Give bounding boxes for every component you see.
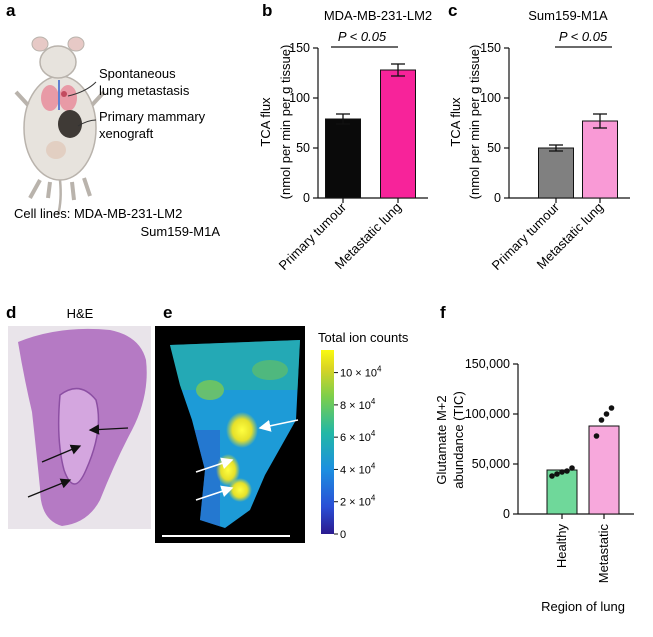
arrow — [88, 424, 129, 435]
panel-letter-c: c — [448, 1, 457, 20]
chart-c-ylabel-line2: (nmol per min per g tissue) — [467, 45, 482, 200]
chart-c: c Sum159-M1A TCA flux (nmol per min per … — [448, 1, 630, 273]
data-point — [559, 469, 565, 475]
data-point — [554, 471, 560, 477]
y-tick-label: 150,000 — [465, 357, 510, 371]
panel-d-title: H&E — [67, 306, 94, 321]
y-tick-label: 100 — [289, 91, 310, 105]
colorbar-tick-label: 2 × 104 — [340, 494, 376, 509]
label-primary-mammary: Primary mammary — [99, 109, 206, 124]
y-tick-label: 100,000 — [465, 407, 510, 421]
colorbar-tick-label: 0 — [340, 529, 346, 541]
bar — [538, 147, 574, 199]
y-tick-label: 50 — [487, 141, 501, 155]
data-point — [598, 417, 605, 423]
chart-f: f Glutamate M+2 abundance (TIC) Region o… — [434, 303, 634, 614]
data-point — [564, 468, 570, 474]
y-tick-label: 50,000 — [472, 457, 510, 471]
panel-letter-f: f — [440, 303, 446, 322]
chart-f-xlabel: Region of lung — [541, 599, 625, 614]
colorbar-tick-label: 6 × 104 — [340, 429, 376, 444]
arrow — [41, 444, 82, 463]
data-point — [593, 433, 600, 439]
arrow — [195, 457, 234, 473]
colorbar-tick-label: 8 × 104 — [340, 397, 376, 412]
chart-b-title: MDA-MB-231-LM2 — [324, 8, 432, 23]
y-tick-label: 100 — [480, 91, 501, 105]
mouse-illustration — [14, 36, 106, 216]
panel-letter-b: b — [262, 1, 272, 20]
chart-b-annotation: P < 0.05 — [338, 29, 387, 44]
y-tick-label: 0 — [503, 507, 510, 521]
chart-f-ylabel-line1: Glutamate M+2 — [434, 395, 449, 484]
chart-c-annotation: P < 0.05 — [559, 29, 608, 44]
panel-letter-e: e — [163, 303, 172, 322]
chart-c-title: Sum159-M1A — [528, 8, 608, 23]
label-xenograft: xenograft — [99, 126, 154, 141]
chart-b-ylabel-line1: TCA flux — [258, 97, 273, 147]
x-tick-label: Healthy — [554, 524, 569, 569]
cell-lines-second: Sum159-M1A — [141, 224, 221, 239]
bar — [325, 118, 361, 199]
colorbar — [321, 350, 334, 534]
x-tick-label: Metastatic — [596, 524, 611, 584]
bar — [582, 120, 618, 199]
data-point — [608, 405, 615, 411]
panel-letter-d: d — [6, 303, 16, 322]
bar — [380, 69, 416, 199]
colorbar-tick-label: 4 × 104 — [340, 461, 376, 476]
colorbar-ticks: 10 × 104 8 × 104 6 × 104 4 × 104 2 × 104 0 — [334, 365, 382, 541]
y-tick-label: 150 — [289, 41, 310, 55]
cell-lines-label: Cell lines: MDA-MB-231-LM2 — [14, 206, 182, 221]
pointer-line — [67, 81, 97, 97]
chart-b: b MDA-MB-231-LM2 TCA flux (nmol per min … — [258, 1, 432, 273]
colorbar-title: Total ion counts — [318, 330, 409, 345]
arrow — [195, 485, 234, 501]
y-tick-label: 0 — [303, 191, 310, 205]
he-tumour-region — [57, 387, 100, 485]
y-tick-label: 50 — [296, 141, 310, 155]
label-lung-metastasis: lung metastasis — [99, 83, 190, 98]
arrow — [27, 478, 72, 498]
panel-e: e Total ion counts 10 × 104 8 × 104 6 × 10… — [155, 303, 409, 543]
y-tick-label: 0 — [494, 191, 501, 205]
pointer-line — [77, 119, 97, 127]
label-spontaneous: Spontaneous — [99, 66, 176, 81]
data-point — [569, 465, 575, 471]
chart-c-ylabel-line1: TCA flux — [448, 97, 463, 147]
panel-d: d H&E — [6, 303, 151, 529]
data-point — [549, 473, 555, 479]
chart-b-ylabel-line2: (nmol per min per g tissue) — [278, 45, 293, 200]
chart-f-ylabel-line2: abundance (TIC) — [451, 391, 466, 489]
y-tick-label: 150 — [480, 41, 501, 55]
arrow — [258, 419, 299, 432]
panel-letter-a: a — [6, 1, 16, 20]
bar — [588, 425, 620, 515]
panel-a: a Spontaneous lung metastasis Primary ma… — [6, 1, 220, 239]
data-point — [603, 411, 610, 417]
colorbar-tick-label: 10 × 104 — [340, 365, 382, 380]
